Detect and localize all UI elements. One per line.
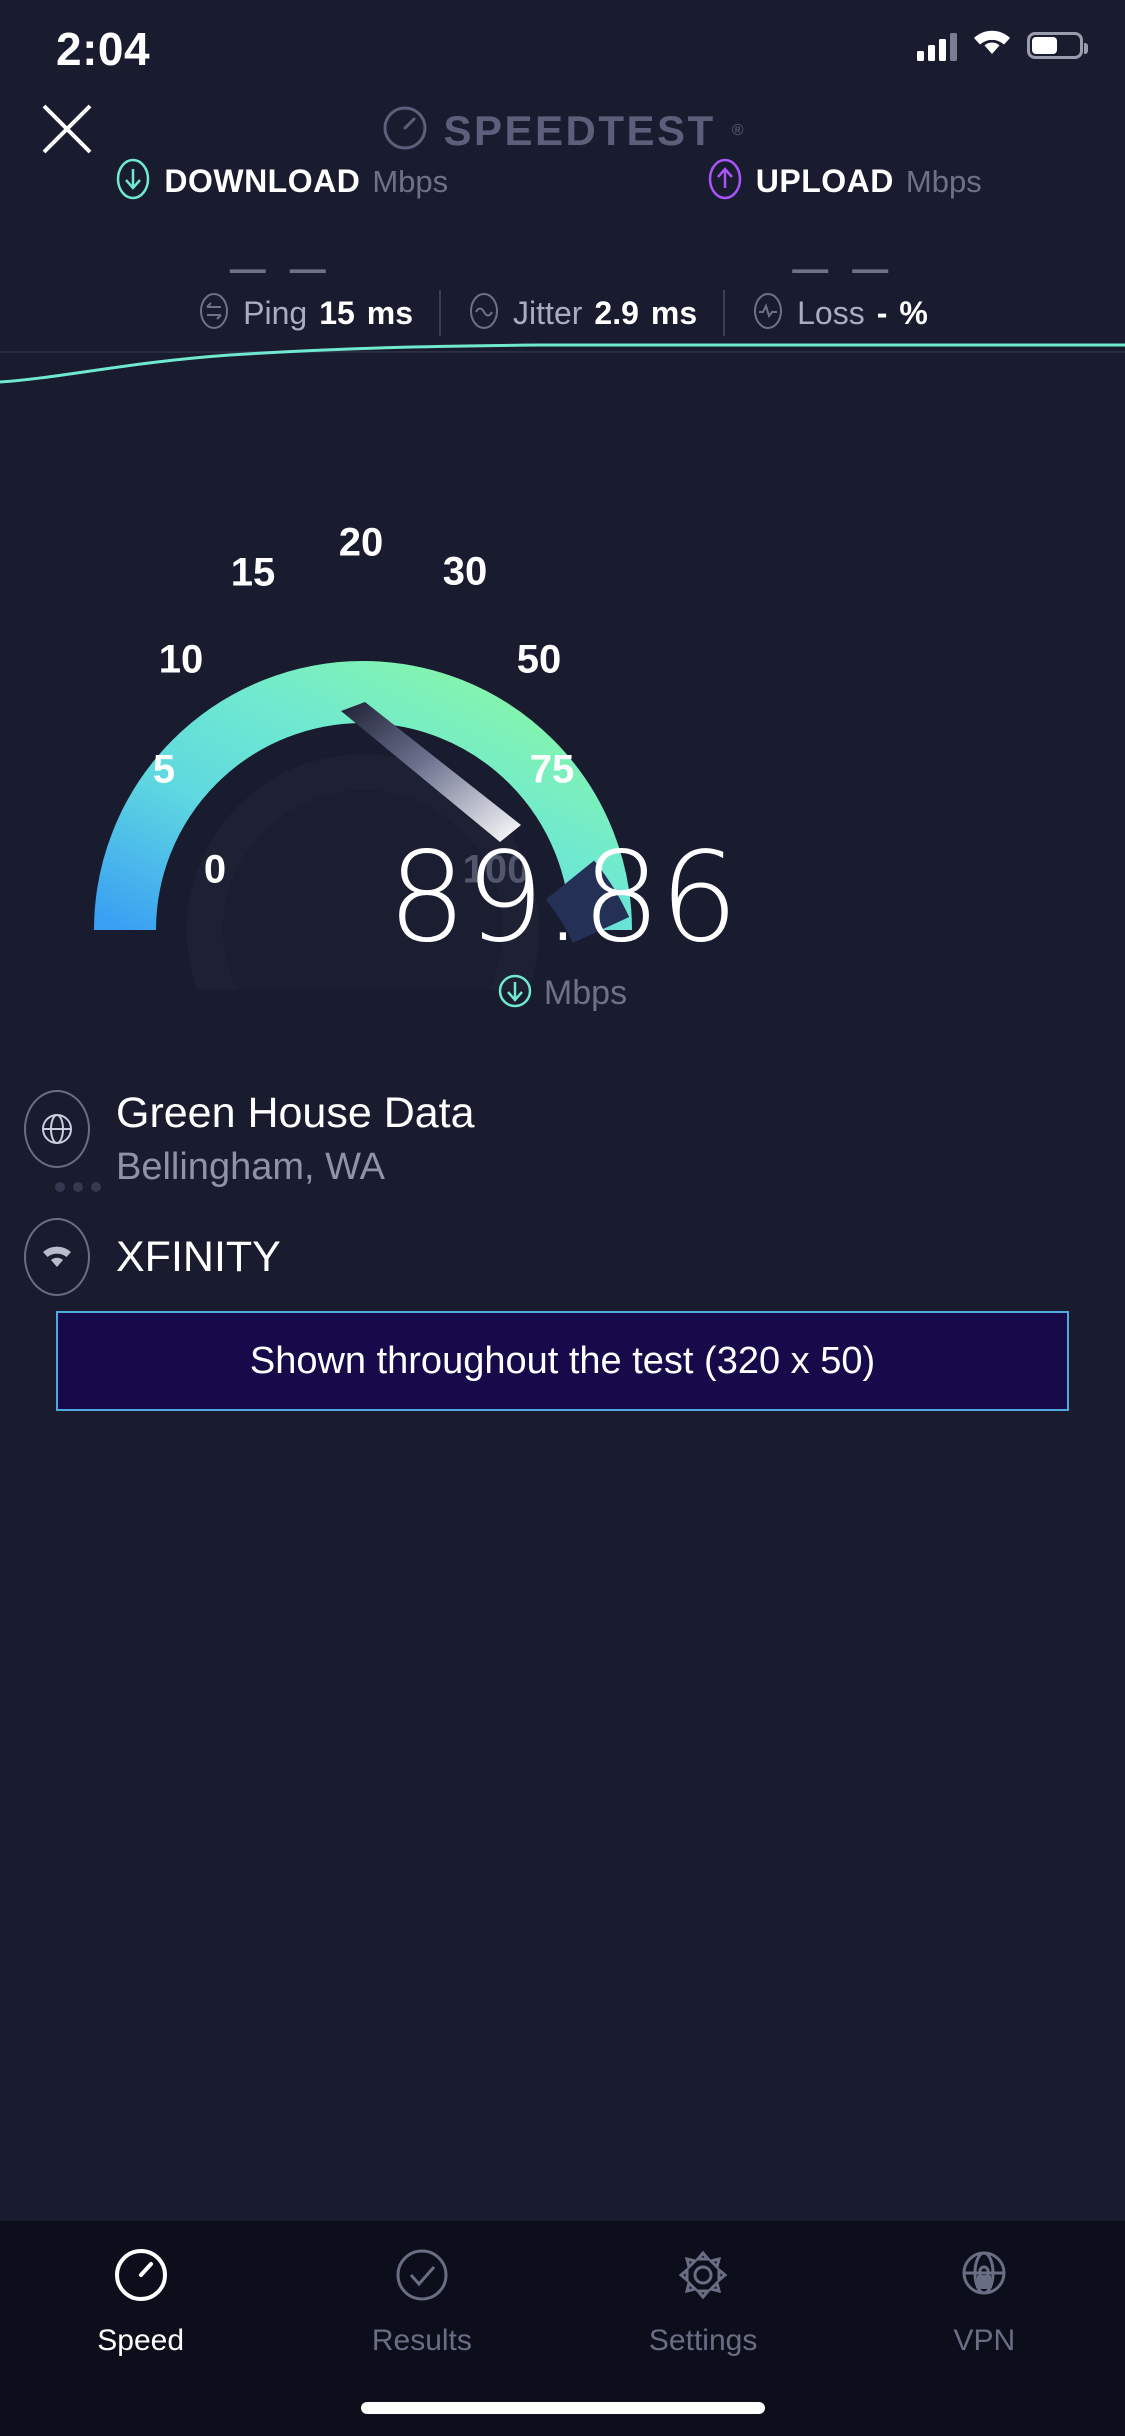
ping-label: Ping xyxy=(243,294,308,331)
server-row[interactable]: Green House Data Bellingham, WA xyxy=(24,1089,1104,1192)
tab-settings-label: Settings xyxy=(648,2324,758,2357)
ping-stat: Ping 15 ms xyxy=(171,291,439,336)
upload-arrow-icon xyxy=(706,157,744,206)
status-indicators xyxy=(917,28,1088,63)
ad-banner[interactable]: Shown throughout the test (320 x 50) xyxy=(56,1311,1069,1411)
gauge-tick-15: 15 xyxy=(230,550,276,595)
tab-results-label: Results xyxy=(371,2324,472,2357)
status-time: 2:04 xyxy=(56,23,151,75)
stats-divider xyxy=(439,290,442,336)
tab-settings[interactable]: Settings xyxy=(563,2221,844,2436)
upload-value: — — xyxy=(792,248,896,289)
brand-registered-mark: ® xyxy=(731,121,744,139)
server-name: Green House Data xyxy=(116,1089,475,1137)
loss-value: - xyxy=(876,294,888,331)
gauge-tick-100: 100 xyxy=(462,847,530,892)
upload-unit: Mbps xyxy=(905,163,982,199)
download-unit: Mbps xyxy=(372,163,449,199)
three-dots-icon[interactable] xyxy=(55,1182,101,1192)
current-speed-value: 89.86 xyxy=(387,826,739,970)
loss-unit: % xyxy=(899,294,928,331)
stats-divider xyxy=(723,290,726,336)
download-value: — — xyxy=(229,248,333,289)
upload-metric: UPLOAD Mbps — — xyxy=(563,157,1125,290)
ad-banner-text: Shown throughout the test (320 x 50) xyxy=(249,1339,876,1382)
gauge-tick-30: 30 xyxy=(442,549,488,594)
gauge-tick-75: 75 xyxy=(529,747,575,792)
download-metric: DOWNLOAD Mbps — — xyxy=(0,157,563,290)
bottom-tab-bar: Speed Results xyxy=(0,2221,1125,2436)
tab-results[interactable]: Results xyxy=(281,2221,562,2436)
tab-speed-label: Speed xyxy=(97,2324,184,2357)
isp-row[interactable]: XFINITY xyxy=(24,1218,1104,1296)
ping-unit: ms xyxy=(366,294,414,331)
wifi-icon xyxy=(24,1218,90,1296)
battery-icon xyxy=(1027,32,1088,59)
download-arrow-icon xyxy=(498,974,532,1013)
jitter-icon xyxy=(467,291,501,336)
gear-icon xyxy=(673,2245,733,2310)
jitter-unit: ms xyxy=(650,294,698,331)
speed-unit-label: Mbps xyxy=(543,974,628,1012)
jitter-stat: Jitter 2.9 ms xyxy=(441,291,723,336)
ping-value: 15 xyxy=(319,294,355,331)
speed-gauge: 0 5 10 15 20 30 50 75 100 xyxy=(0,430,1125,990)
loss-icon xyxy=(751,291,785,336)
gauge-tick-5: 5 xyxy=(152,747,176,792)
jitter-label: Jitter xyxy=(513,294,583,331)
gauge-tick-10: 10 xyxy=(158,637,204,682)
tab-vpn-label: VPN xyxy=(953,2324,1016,2357)
speedometer-logo-icon xyxy=(381,104,429,157)
ping-icon xyxy=(197,291,231,336)
vpn-globe-icon xyxy=(954,2245,1014,2310)
status-bar: 2:04 xyxy=(0,0,1125,96)
gauge-tick-0: 0 xyxy=(203,847,227,892)
loss-label: Loss xyxy=(797,294,865,331)
throughput-sparkline xyxy=(0,330,1125,390)
jitter-value: 2.9 xyxy=(594,294,639,331)
upload-label: UPLOAD xyxy=(755,163,894,199)
speedometer-icon xyxy=(111,2245,171,2310)
gauge-tick-50: 50 xyxy=(516,637,562,682)
cellular-signal-icon xyxy=(917,31,957,61)
metrics-row: DOWNLOAD Mbps — — UPLOAD Mbps — — xyxy=(0,157,1125,290)
download-arrow-icon xyxy=(114,157,152,206)
gauge-tick-20: 20 xyxy=(338,520,384,565)
tab-vpn[interactable]: VPN xyxy=(844,2221,1125,2436)
home-indicator[interactable] xyxy=(360,2402,765,2414)
wifi-icon xyxy=(971,28,1013,63)
brand-title: SPEEDTEST xyxy=(443,106,716,154)
isp-name: XFINITY xyxy=(116,1232,281,1281)
download-label: DOWNLOAD xyxy=(164,163,361,199)
brand-logo: SPEEDTEST ® xyxy=(0,104,1125,157)
close-button[interactable] xyxy=(38,100,96,158)
network-stats-row: Ping 15 ms Jitter 2.9 ms L xyxy=(0,290,1125,336)
loss-stat: Loss - % xyxy=(725,291,954,336)
server-location: Bellingham, WA xyxy=(116,1146,385,1189)
check-circle-icon xyxy=(392,2245,452,2310)
tab-speed[interactable]: Speed xyxy=(0,2221,281,2436)
speed-readout: 89.86 Mbps xyxy=(0,836,1125,1013)
globe-icon xyxy=(24,1090,90,1168)
